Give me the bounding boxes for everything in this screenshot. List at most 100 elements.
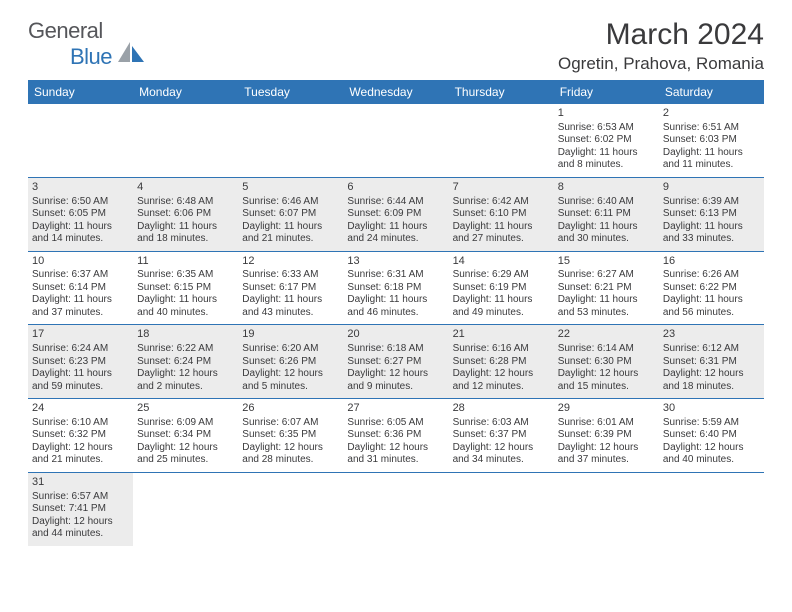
calendar-row: 10Sunrise: 6:37 AMSunset: 6:14 PMDayligh…	[28, 251, 764, 325]
calendar-cell: 2Sunrise: 6:51 AMSunset: 6:03 PMDaylight…	[659, 104, 764, 177]
calendar-cell: 17Sunrise: 6:24 AMSunset: 6:23 PMDayligh…	[28, 325, 133, 399]
calendar-row: 17Sunrise: 6:24 AMSunset: 6:23 PMDayligh…	[28, 325, 764, 399]
calendar-cell: 11Sunrise: 6:35 AMSunset: 6:15 PMDayligh…	[133, 251, 238, 325]
sunset-text: Sunset: 6:23 PM	[32, 356, 129, 369]
title-block: March 2024 Ogretin, Prahova, Romania	[558, 18, 764, 74]
sunrise-text: Sunrise: 6:33 AM	[242, 269, 339, 282]
sunrise-text: Sunrise: 6:29 AM	[453, 269, 550, 282]
sunset-text: Sunset: 6:34 PM	[137, 429, 234, 442]
daylight-text: Daylight: 12 hours and 25 minutes.	[137, 442, 234, 467]
sunrise-text: Sunrise: 6:37 AM	[32, 269, 129, 282]
daylight-text: Daylight: 11 hours and 56 minutes.	[663, 294, 760, 319]
day-number: 19	[242, 328, 339, 342]
calendar-cell: 12Sunrise: 6:33 AMSunset: 6:17 PMDayligh…	[238, 251, 343, 325]
month-title: March 2024	[558, 18, 764, 52]
day-number: 12	[242, 255, 339, 269]
daylight-text: Daylight: 12 hours and 40 minutes.	[663, 442, 760, 467]
day-number: 5	[242, 181, 339, 195]
calendar-cell: 6Sunrise: 6:44 AMSunset: 6:09 PMDaylight…	[343, 177, 448, 251]
calendar-cell-empty	[343, 104, 448, 177]
daylight-text: Daylight: 11 hours and 21 minutes.	[242, 221, 339, 246]
sunset-text: Sunset: 6:27 PM	[347, 356, 444, 369]
daylight-text: Daylight: 11 hours and 43 minutes.	[242, 294, 339, 319]
daylight-text: Daylight: 11 hours and 27 minutes.	[453, 221, 550, 246]
daylight-text: Daylight: 11 hours and 30 minutes.	[558, 221, 655, 246]
daylight-text: Daylight: 11 hours and 37 minutes.	[32, 294, 129, 319]
calendar-cell: 27Sunrise: 6:05 AMSunset: 6:36 PMDayligh…	[343, 399, 448, 473]
calendar-cell: 28Sunrise: 6:03 AMSunset: 6:37 PMDayligh…	[449, 399, 554, 473]
day-number: 3	[32, 181, 129, 195]
daylight-text: Daylight: 11 hours and 49 minutes.	[453, 294, 550, 319]
sunset-text: Sunset: 7:41 PM	[32, 503, 129, 516]
calendar-cell: 1Sunrise: 6:53 AMSunset: 6:02 PMDaylight…	[554, 104, 659, 177]
calendar-cell-empty	[449, 472, 554, 545]
sunset-text: Sunset: 6:37 PM	[453, 429, 550, 442]
weekday-header: Thursday	[449, 80, 554, 104]
sunrise-text: Sunrise: 6:20 AM	[242, 343, 339, 356]
daylight-text: Daylight: 12 hours and 34 minutes.	[453, 442, 550, 467]
sunrise-text: Sunrise: 6:42 AM	[453, 196, 550, 209]
calendar-cell: 4Sunrise: 6:48 AMSunset: 6:06 PMDaylight…	[133, 177, 238, 251]
sunrise-text: Sunrise: 6:09 AM	[137, 417, 234, 430]
sunset-text: Sunset: 6:02 PM	[558, 134, 655, 147]
day-number: 24	[32, 402, 129, 416]
sunrise-text: Sunrise: 6:10 AM	[32, 417, 129, 430]
sunrise-text: Sunrise: 6:53 AM	[558, 122, 655, 135]
weekday-header: Wednesday	[343, 80, 448, 104]
calendar-row: 3Sunrise: 6:50 AMSunset: 6:05 PMDaylight…	[28, 177, 764, 251]
calendar-cell: 21Sunrise: 6:16 AMSunset: 6:28 PMDayligh…	[449, 325, 554, 399]
logo-text-2: Blue	[70, 44, 112, 69]
daylight-text: Daylight: 11 hours and 24 minutes.	[347, 221, 444, 246]
daylight-text: Daylight: 12 hours and 31 minutes.	[347, 442, 444, 467]
sunset-text: Sunset: 6:30 PM	[558, 356, 655, 369]
day-number: 13	[347, 255, 444, 269]
calendar-cell: 23Sunrise: 6:12 AMSunset: 6:31 PMDayligh…	[659, 325, 764, 399]
sunset-text: Sunset: 6:36 PM	[347, 429, 444, 442]
calendar-cell: 18Sunrise: 6:22 AMSunset: 6:24 PMDayligh…	[133, 325, 238, 399]
calendar-cell-empty	[28, 104, 133, 177]
sunrise-text: Sunrise: 6:51 AM	[663, 122, 760, 135]
sunrise-text: Sunrise: 6:44 AM	[347, 196, 444, 209]
calendar-cell-empty	[449, 104, 554, 177]
sunrise-text: Sunrise: 6:50 AM	[32, 196, 129, 209]
calendar-cell: 31Sunrise: 6:57 AMSunset: 7:41 PMDayligh…	[28, 472, 133, 545]
calendar-cell: 8Sunrise: 6:40 AMSunset: 6:11 PMDaylight…	[554, 177, 659, 251]
day-number: 31	[32, 476, 129, 490]
sunrise-text: Sunrise: 6:46 AM	[242, 196, 339, 209]
calendar-cell-empty	[554, 472, 659, 545]
weekday-header: Saturday	[659, 80, 764, 104]
calendar-cell: 13Sunrise: 6:31 AMSunset: 6:18 PMDayligh…	[343, 251, 448, 325]
sunrise-text: Sunrise: 6:16 AM	[453, 343, 550, 356]
daylight-text: Daylight: 11 hours and 11 minutes.	[663, 147, 760, 172]
sunset-text: Sunset: 6:39 PM	[558, 429, 655, 442]
calendar-cell-empty	[659, 472, 764, 545]
sunset-text: Sunset: 6:19 PM	[453, 282, 550, 295]
calendar-cell: 26Sunrise: 6:07 AMSunset: 6:35 PMDayligh…	[238, 399, 343, 473]
calendar-cell: 7Sunrise: 6:42 AMSunset: 6:10 PMDaylight…	[449, 177, 554, 251]
calendar-cell: 9Sunrise: 6:39 AMSunset: 6:13 PMDaylight…	[659, 177, 764, 251]
day-number: 23	[663, 328, 760, 342]
calendar-cell: 19Sunrise: 6:20 AMSunset: 6:26 PMDayligh…	[238, 325, 343, 399]
calendar-cell: 30Sunrise: 5:59 AMSunset: 6:40 PMDayligh…	[659, 399, 764, 473]
sunrise-text: Sunrise: 6:24 AM	[32, 343, 129, 356]
daylight-text: Daylight: 11 hours and 18 minutes.	[137, 221, 234, 246]
sunrise-text: Sunrise: 6:31 AM	[347, 269, 444, 282]
sunrise-text: Sunrise: 5:59 AM	[663, 417, 760, 430]
sunset-text: Sunset: 6:32 PM	[32, 429, 129, 442]
calendar-cell-empty	[343, 472, 448, 545]
calendar-cell-empty	[238, 104, 343, 177]
weekday-header: Tuesday	[238, 80, 343, 104]
sunset-text: Sunset: 6:10 PM	[453, 208, 550, 221]
daylight-text: Daylight: 12 hours and 15 minutes.	[558, 368, 655, 393]
sunset-text: Sunset: 6:07 PM	[242, 208, 339, 221]
day-number: 16	[663, 255, 760, 269]
daylight-text: Daylight: 12 hours and 2 minutes.	[137, 368, 234, 393]
day-number: 18	[137, 328, 234, 342]
day-number: 2	[663, 107, 760, 121]
daylight-text: Daylight: 12 hours and 44 minutes.	[32, 516, 129, 541]
daylight-text: Daylight: 12 hours and 12 minutes.	[453, 368, 550, 393]
sunrise-text: Sunrise: 6:01 AM	[558, 417, 655, 430]
daylight-text: Daylight: 11 hours and 8 minutes.	[558, 147, 655, 172]
day-number: 14	[453, 255, 550, 269]
daylight-text: Daylight: 12 hours and 5 minutes.	[242, 368, 339, 393]
